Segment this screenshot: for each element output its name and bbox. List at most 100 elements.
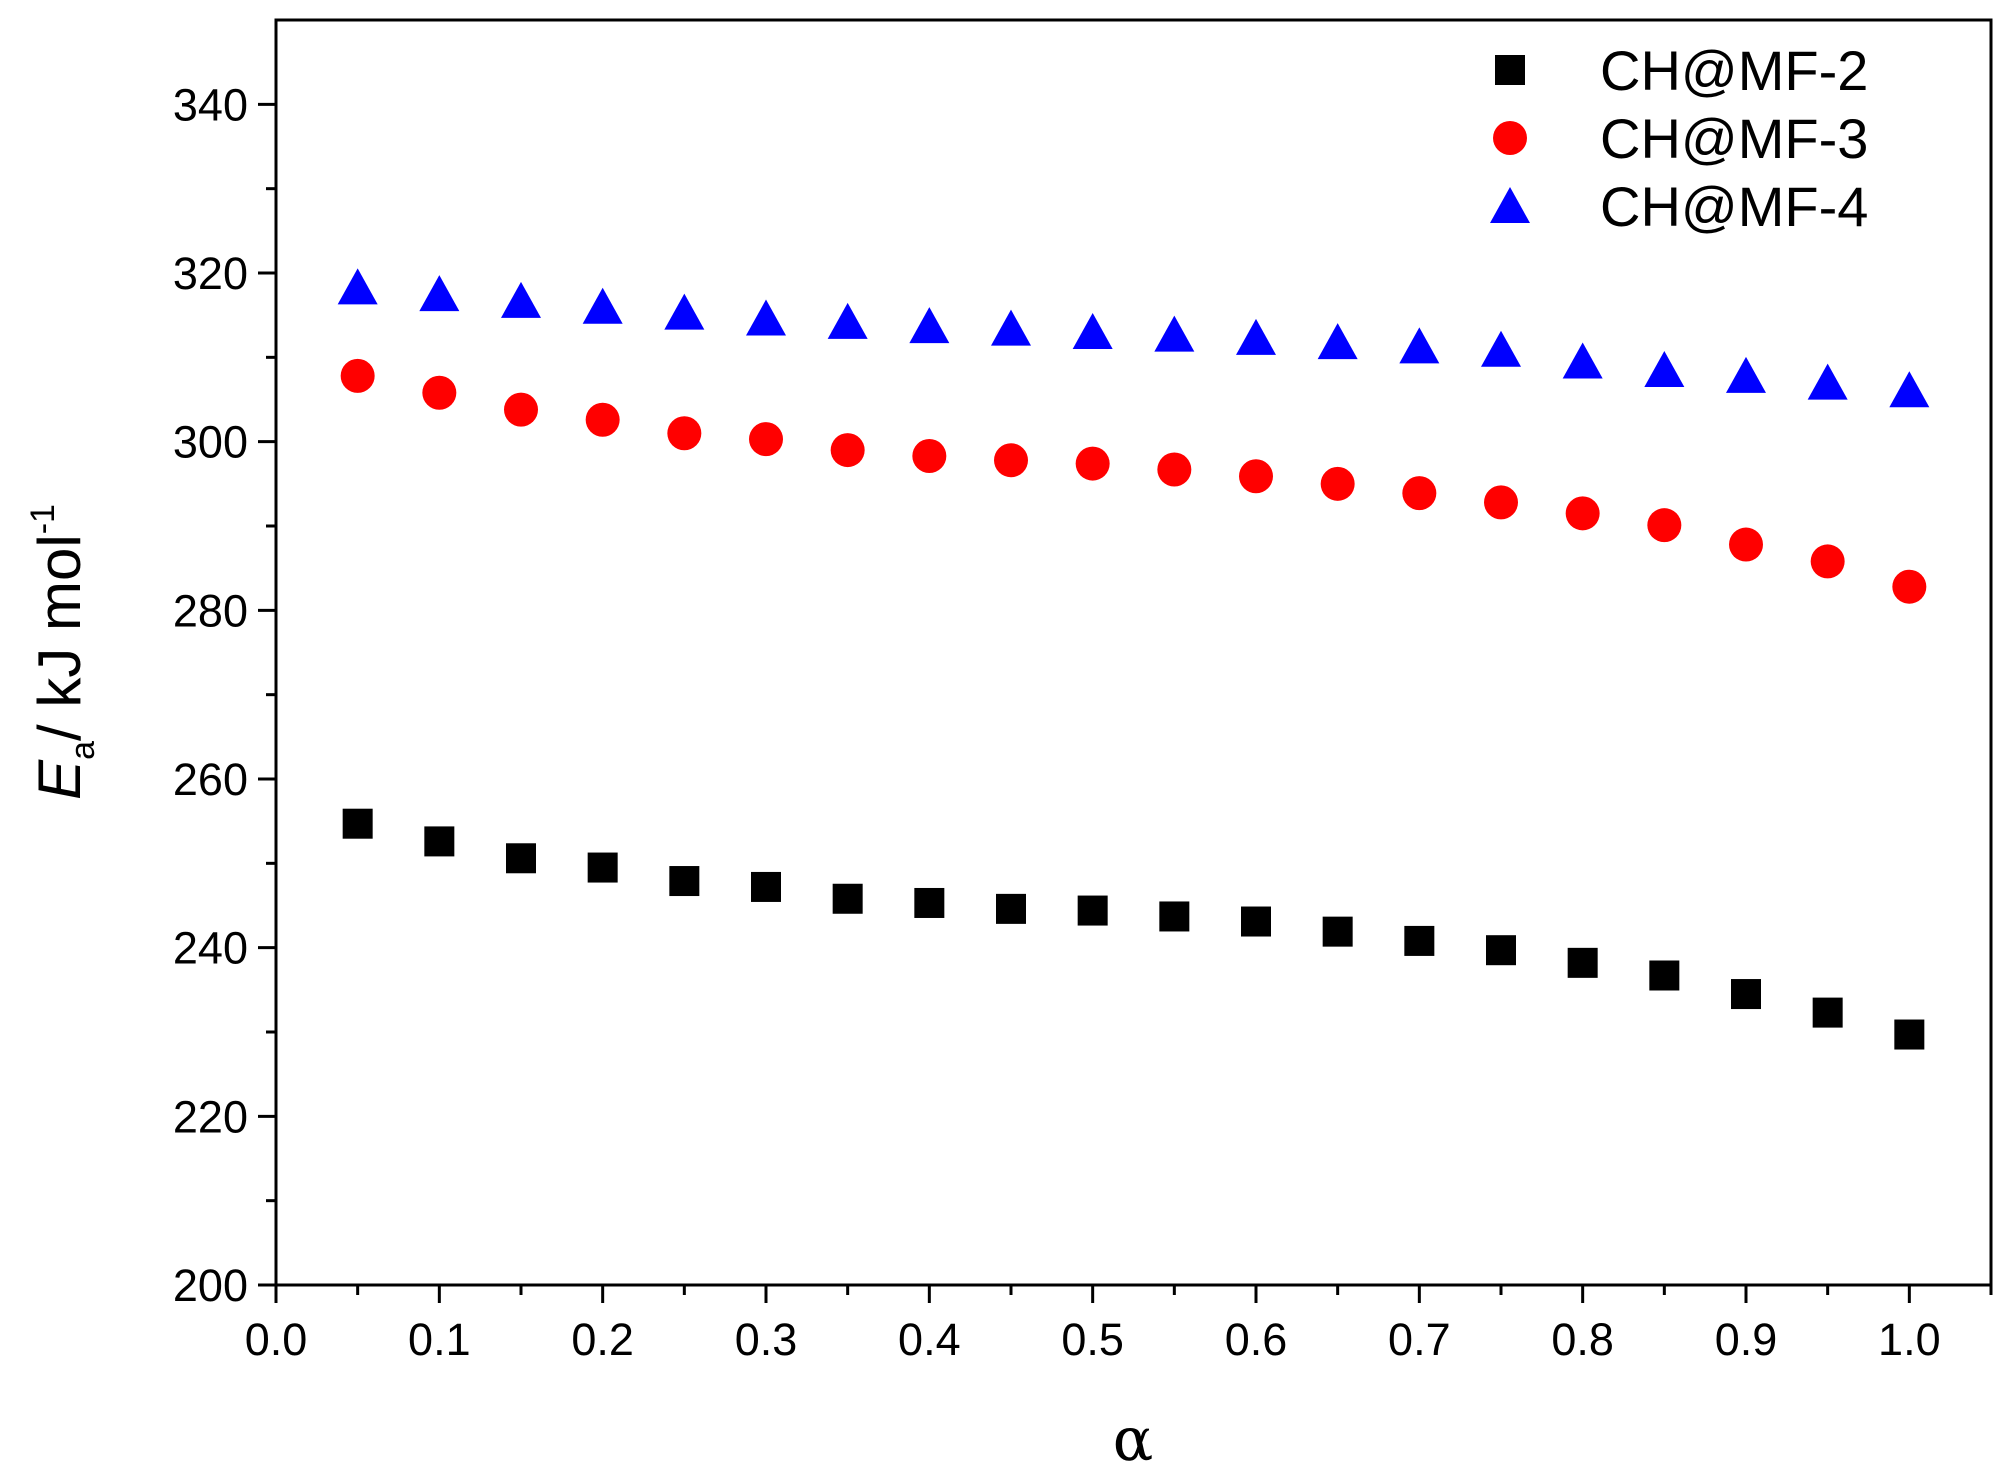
data-point — [1239, 459, 1273, 494]
x-tick-label: 0.1 — [408, 1314, 471, 1365]
data-point — [1729, 527, 1763, 562]
series-ch-mf-3 — [340, 358, 1927, 604]
y-tick-label: 260 — [173, 754, 248, 805]
data-point — [912, 439, 947, 474]
data-point — [1810, 544, 1845, 579]
x-tick-label: 0.8 — [1551, 1314, 1614, 1365]
data-point — [1567, 947, 1598, 978]
data-markers — [337, 268, 1930, 1050]
data-point — [1892, 569, 1927, 604]
data-point — [1241, 906, 1271, 937]
y-tick-label: 240 — [173, 923, 248, 974]
data-point — [1399, 327, 1440, 364]
data-point — [1159, 901, 1190, 932]
x-tick-label: 0.5 — [1061, 1314, 1124, 1365]
data-point — [1731, 979, 1761, 1010]
data-point — [749, 422, 783, 457]
y-tick-label: 220 — [173, 1091, 248, 1142]
data-point — [830, 433, 865, 468]
data-point — [1322, 916, 1353, 947]
x-tick-label: 0.2 — [571, 1314, 634, 1365]
x-tick-label: 0.4 — [898, 1314, 961, 1365]
data-point — [422, 375, 457, 410]
y-tick-label: 280 — [173, 585, 248, 636]
data-point — [1807, 363, 1848, 400]
data-point — [424, 826, 455, 857]
data-point — [1889, 371, 1930, 408]
data-point — [506, 843, 536, 874]
data-point — [664, 293, 705, 330]
data-point — [501, 281, 541, 318]
data-point — [504, 392, 538, 427]
data-point — [1481, 330, 1521, 367]
data-point — [1726, 356, 1766, 393]
y-axis-title-superscript: -1 — [24, 504, 62, 534]
data-point — [1649, 960, 1680, 991]
series-ch-mf-4 — [337, 268, 1930, 408]
data-point — [1075, 446, 1110, 481]
data-point — [994, 443, 1028, 478]
data-point — [751, 871, 781, 902]
data-point — [1320, 466, 1355, 501]
data-point — [909, 307, 950, 344]
data-point — [1562, 342, 1603, 379]
data-point — [342, 808, 373, 839]
data-point — [832, 883, 863, 914]
y-axis-title-symbol: E — [26, 759, 93, 800]
legend-marker — [1495, 55, 1525, 85]
x-tick-label: 0.9 — [1715, 1314, 1778, 1365]
data-point — [587, 852, 618, 883]
x-tick-label: 0.6 — [1225, 1314, 1288, 1365]
data-point — [585, 402, 620, 437]
data-point — [996, 893, 1026, 924]
legend-label: CH@MF-2 — [1600, 39, 1868, 102]
data-point — [1565, 496, 1600, 531]
data-point — [419, 275, 460, 312]
data-point — [669, 866, 700, 897]
data-point — [1812, 997, 1843, 1028]
y-axis-title-unit: / kJ mol — [26, 534, 93, 741]
data-point — [582, 287, 623, 324]
data-point — [1317, 323, 1358, 360]
y-tick-label: 320 — [173, 248, 248, 299]
y-axis: 200 220 240 260 280 300 320 340 — [173, 79, 276, 1311]
plot-frame — [274, 18, 1993, 1287]
data-point — [1157, 452, 1192, 487]
data-point — [1647, 508, 1682, 543]
y-axis-title: Ea/ kJ mol-1 — [24, 504, 102, 800]
data-point — [667, 416, 702, 451]
data-point — [827, 302, 868, 339]
legend-marker — [1493, 121, 1527, 155]
data-point — [1486, 935, 1516, 966]
data-point — [1484, 485, 1518, 520]
series-ch-mf-2 — [342, 808, 1925, 1050]
y-tick-label: 300 — [173, 417, 248, 468]
data-point — [337, 268, 378, 305]
x-tick-label: 1.0 — [1878, 1314, 1941, 1365]
data-point — [1404, 925, 1435, 956]
data-point — [991, 309, 1031, 346]
legend-marker — [1490, 187, 1530, 223]
data-point — [1644, 350, 1685, 387]
data-point — [340, 358, 375, 393]
x-axis: 0.0 0.1 0.2 0.3 0.4 0.5 0.6 0.7 0.8 0.9 1.0 — [245, 1285, 1993, 1365]
y-axis-title-subscript: a — [64, 741, 102, 760]
y-tick-label: 340 — [173, 79, 248, 130]
data-point — [1236, 318, 1276, 355]
x-tick-label: 0.0 — [245, 1314, 308, 1365]
data-point — [1072, 313, 1113, 350]
legend-label: CH@MF-3 — [1600, 107, 1868, 170]
data-point — [746, 299, 786, 336]
data-point — [1077, 895, 1108, 926]
x-tick-label: 0.3 — [735, 1314, 798, 1365]
x-axis-title: α — [1113, 1405, 1154, 1474]
legend-label: CH@MF-4 — [1600, 175, 1868, 238]
data-point — [1894, 1019, 1925, 1050]
legend: CH@MF-2CH@MF-3CH@MF-4 — [1490, 39, 1868, 238]
data-point — [1154, 315, 1195, 352]
data-point — [1402, 476, 1437, 511]
y-tick-label: 200 — [173, 1260, 248, 1311]
data-point — [914, 887, 945, 918]
x-tick-label: 0.7 — [1388, 1314, 1451, 1365]
